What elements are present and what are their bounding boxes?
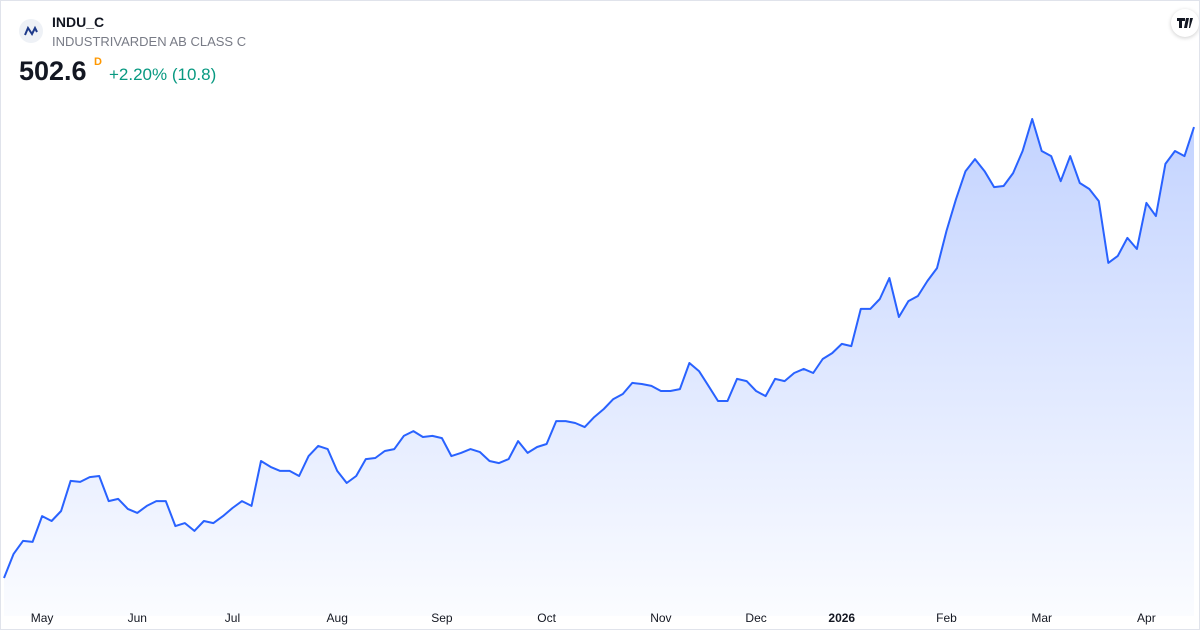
symbol: INDU_C [52,14,105,30]
change: +2.20% (10.8) [109,65,217,84]
x-tick-label: 2026 [828,611,855,625]
x-tick-label: Jul [225,611,240,625]
brand-icon [1177,18,1193,28]
interval: D [94,56,102,68]
x-tick-label: Dec [745,611,766,625]
logo-icon [24,25,38,36]
company-name: INDUSTRIVARDEN AB CLASS C [52,34,247,49]
logo [19,19,43,43]
x-tick-label: May [31,611,54,625]
brand-logo[interactable] [1171,9,1199,37]
x-tick-label: Apr [1137,611,1156,625]
x-tick-label: Nov [650,611,671,625]
x-tick-label: Sep [431,611,453,625]
x-tick-label: Jun [128,611,147,625]
x-tick-label: Mar [1031,611,1052,625]
x-tick-label: Feb [936,611,957,625]
price-line [3,118,1195,579]
area-fill [4,119,1194,616]
x-tick-label: Aug [327,611,348,625]
price: 502.6 [19,56,87,86]
x-tick-label: Oct [537,611,556,625]
